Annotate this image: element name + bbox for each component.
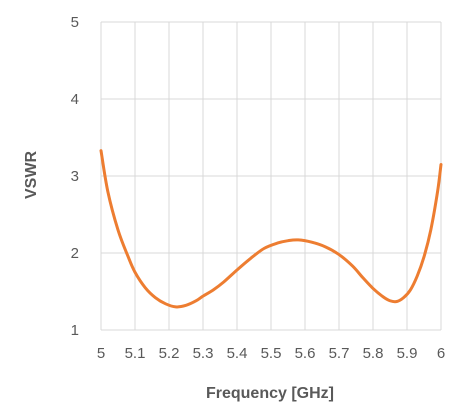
y-tick-label: 3 bbox=[71, 168, 79, 185]
grid-lines bbox=[100, 21, 442, 331]
y-tick-label: 2 bbox=[71, 245, 79, 262]
x-axis-title: Frequency [GHz] bbox=[206, 385, 334, 402]
x-tick-label: 5.7 bbox=[329, 345, 350, 362]
x-tick-label: 5.2 bbox=[159, 345, 180, 362]
y-tick-label: 5 bbox=[71, 14, 79, 31]
series-layer bbox=[99, 149, 443, 309]
x-axis-ticks: 5 5.1 5.2 5.3 5.4 5.5 5.6 5.7 5.8 5.9 6 bbox=[97, 345, 445, 362]
x-tick-label: 5.4 bbox=[227, 345, 248, 362]
x-tick-label: 5.5 bbox=[261, 345, 282, 362]
x-tick-label: 6 bbox=[437, 345, 445, 362]
y-axis-title: VSWR bbox=[23, 151, 40, 199]
x-tick-label: 5.8 bbox=[363, 345, 384, 362]
y-axis-ticks: 1 2 3 4 5 bbox=[71, 14, 79, 339]
x-tick-label: 5 bbox=[97, 345, 105, 362]
y-tick-label: 1 bbox=[71, 322, 79, 339]
x-tick-label: 5.1 bbox=[125, 345, 146, 362]
x-tick-label: 5.6 bbox=[295, 345, 316, 362]
vswr-series-line bbox=[99, 149, 443, 309]
y-tick-label: 4 bbox=[71, 91, 79, 108]
x-tick-label: 5.3 bbox=[193, 345, 214, 362]
x-tick-label: 5.9 bbox=[397, 345, 418, 362]
